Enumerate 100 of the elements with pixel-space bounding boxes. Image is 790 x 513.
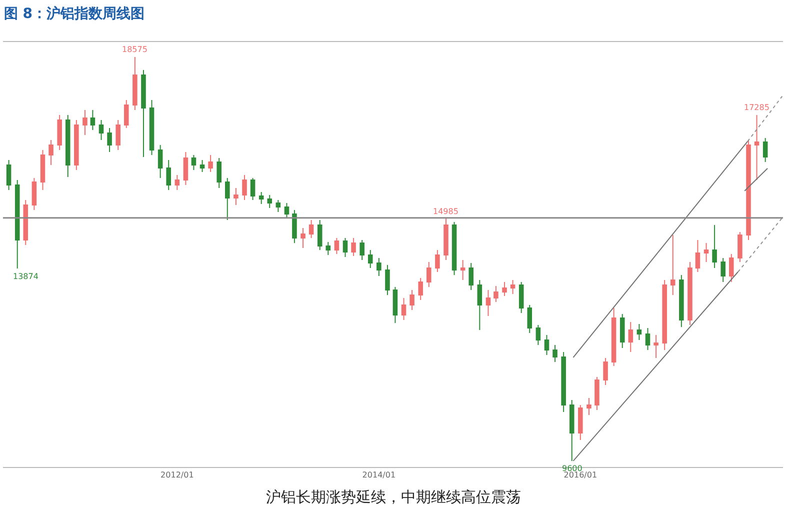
candlestick	[435, 250, 440, 272]
candlestick	[57, 114, 62, 150]
candlestick	[679, 274, 684, 328]
candlestick	[308, 219, 314, 238]
annotation: 18575	[122, 45, 148, 54]
candlestick	[48, 139, 54, 166]
candlestick	[258, 191, 264, 204]
candlestick	[544, 334, 550, 356]
candlestick	[460, 260, 466, 280]
candlestick	[191, 154, 196, 170]
x-tick-label: 2016/01	[564, 470, 598, 480]
candlestick	[216, 157, 222, 188]
candlestick	[586, 398, 592, 416]
candlestick	[720, 258, 726, 283]
candlestick	[82, 109, 88, 136]
candlestick	[376, 258, 382, 276]
candlestick	[132, 56, 138, 110]
candlestick	[116, 119, 120, 150]
candlestick	[578, 404, 583, 441]
candlestick	[250, 177, 256, 200]
annotation: 9600	[562, 464, 582, 473]
candlestick	[510, 279, 516, 294]
candlestick	[334, 237, 340, 255]
candlestick	[452, 221, 457, 276]
candlestick	[90, 109, 96, 130]
candlestick	[426, 261, 432, 288]
candlestick	[166, 159, 171, 190]
candlestick	[326, 242, 331, 256]
candlestick	[360, 239, 364, 260]
candlestick	[74, 119, 79, 170]
candlestick	[410, 290, 414, 311]
candlestick	[636, 324, 642, 340]
candlestick	[468, 262, 474, 291]
candlestick	[6, 159, 12, 190]
candlestick	[200, 159, 205, 172]
candlestick	[342, 237, 348, 258]
candlestick	[628, 321, 634, 353]
candlestick	[208, 154, 213, 172]
candlestick	[688, 261, 692, 326]
candlestick	[418, 278, 423, 301]
candlestick	[141, 69, 146, 158]
candlestick	[670, 234, 676, 296]
annotation: 14985	[433, 207, 458, 216]
candlestick	[158, 144, 163, 178]
candlestick	[728, 254, 734, 283]
candlestick	[124, 99, 129, 128]
candlestick	[401, 297, 406, 320]
candlestick	[712, 224, 717, 269]
candlestick	[603, 358, 608, 386]
candlestick	[385, 264, 390, 296]
candlestick	[552, 344, 558, 362]
candlestick	[502, 282, 507, 297]
text: 沪铝长期涨势延续，中期继续高位震荡	[266, 488, 521, 506]
candlestick	[317, 219, 322, 251]
candlestick	[704, 242, 709, 262]
candlestick	[174, 174, 180, 190]
candlestick	[527, 304, 532, 334]
candlestick	[225, 177, 230, 220]
x-tick-label: 2014/01	[362, 470, 396, 480]
candlestick	[65, 114, 70, 178]
candlestick	[351, 237, 356, 256]
candlestick	[276, 200, 281, 212]
annotation: 17285	[744, 103, 770, 112]
candlestick	[695, 239, 700, 272]
candlestick	[569, 399, 574, 462]
candlestick	[518, 282, 524, 314]
candlestick	[561, 352, 566, 413]
candlestick	[746, 139, 751, 240]
candlestick	[300, 228, 306, 248]
candlestick	[754, 114, 760, 180]
candlestick	[14, 179, 20, 270]
candlestick	[392, 286, 398, 324]
candlestick	[645, 328, 650, 350]
candlestick	[444, 218, 448, 260]
candlestick	[23, 200, 28, 246]
candlestick	[654, 334, 658, 358]
candlestick	[107, 127, 112, 152]
candlestick	[32, 177, 37, 210]
candlestick	[662, 279, 667, 350]
candlestick	[486, 290, 491, 316]
chart-title: 图 8：沪铝指数周线图	[4, 4, 145, 22]
candlestick	[611, 307, 616, 367]
candlestick	[738, 232, 742, 262]
candlestick	[536, 324, 541, 346]
candlestick	[98, 119, 104, 140]
x-tick-label: 2012/01	[160, 470, 194, 480]
candlestick	[149, 99, 154, 156]
candlestick	[594, 376, 600, 411]
candlestick	[183, 151, 188, 186]
candlestick	[267, 194, 272, 208]
candlestick	[762, 137, 768, 162]
candlestick	[242, 174, 247, 200]
annotation: 13874	[13, 272, 38, 281]
candlestick	[292, 209, 297, 244]
candlestick	[620, 314, 625, 348]
candlestick	[284, 202, 290, 218]
candlestick	[368, 250, 373, 269]
candlestick	[477, 279, 482, 330]
candlestick	[234, 187, 238, 206]
candlestick	[494, 286, 498, 302]
